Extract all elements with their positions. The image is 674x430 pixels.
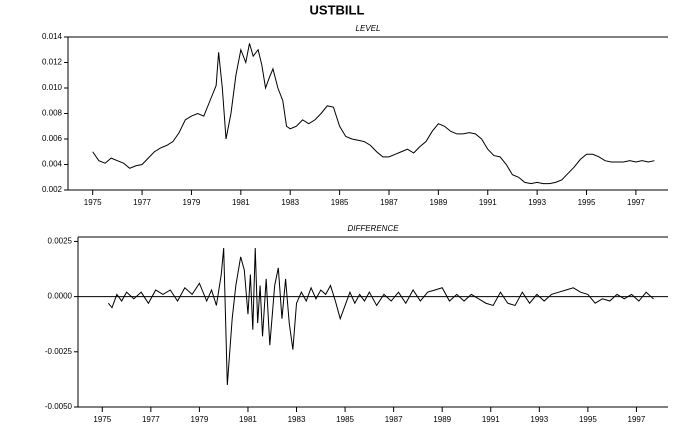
x-tick-label: 1977 xyxy=(133,198,151,207)
x-tick-label: 1993 xyxy=(530,415,548,424)
x-tick-label: 1989 xyxy=(429,198,447,207)
x-tick-label: 1989 xyxy=(433,415,451,424)
x-tick-label: 1995 xyxy=(578,198,596,207)
chart-title: USTBILL xyxy=(310,2,365,17)
y-tick-label: -0.0050 xyxy=(45,402,73,411)
x-tick-label: 1981 xyxy=(232,198,250,207)
series-line xyxy=(92,43,655,185)
series-line xyxy=(107,247,654,385)
x-tick-label: 1995 xyxy=(579,415,597,424)
x-tick-label: 1983 xyxy=(281,198,299,207)
y-tick-label: 0.012 xyxy=(42,58,63,67)
y-tick-label: 0.004 xyxy=(42,160,63,169)
panel-subtitle: DIFFERENCE xyxy=(347,224,399,233)
y-tick-label: 0.006 xyxy=(42,134,63,143)
x-tick-label: 1993 xyxy=(528,198,546,207)
x-tick-label: 1987 xyxy=(385,415,403,424)
x-tick-label: 1981 xyxy=(239,415,257,424)
x-tick-label: 1977 xyxy=(142,415,160,424)
x-tick-label: 1997 xyxy=(628,415,646,424)
panel-subtitle: LEVEL xyxy=(356,24,381,33)
x-tick-label: 1985 xyxy=(336,415,354,424)
x-tick-label: 1997 xyxy=(627,198,645,207)
x-tick-label: 1985 xyxy=(331,198,349,207)
x-tick-label: 1983 xyxy=(288,415,306,424)
y-tick-label: 0.0025 xyxy=(48,237,73,246)
y-tick-label: -0.0025 xyxy=(45,347,73,356)
x-tick-label: 1991 xyxy=(482,415,500,424)
x-tick-label: 1975 xyxy=(84,198,102,207)
x-tick-label: 1975 xyxy=(93,415,111,424)
x-tick-label: 1979 xyxy=(183,198,201,207)
y-tick-label: 0.002 xyxy=(42,185,63,194)
y-tick-label: 0.008 xyxy=(42,109,63,118)
x-tick-label: 1979 xyxy=(191,415,209,424)
x-tick-label: 1987 xyxy=(380,198,398,207)
y-tick-label: 0.010 xyxy=(42,83,63,92)
y-tick-label: 0.014 xyxy=(42,32,63,41)
x-tick-label: 1991 xyxy=(479,198,497,207)
y-tick-label: 0.0000 xyxy=(48,292,73,301)
